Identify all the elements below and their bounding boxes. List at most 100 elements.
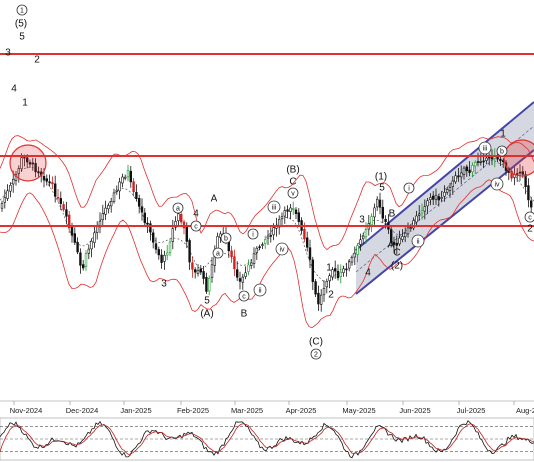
candle-body xyxy=(294,209,298,214)
wave-label: 2 xyxy=(527,224,533,235)
oscillator-panel xyxy=(0,417,534,461)
candle-body xyxy=(389,229,393,243)
price-candles xyxy=(0,148,533,312)
candle-body xyxy=(499,158,502,162)
candle-body xyxy=(524,174,527,188)
wave-circle xyxy=(411,234,425,248)
candle-body xyxy=(423,206,426,212)
candle-body xyxy=(356,245,359,255)
candle-body xyxy=(82,264,85,269)
candle-body xyxy=(291,208,295,210)
candle-body xyxy=(280,216,284,219)
candle-body xyxy=(398,237,401,245)
candle-body xyxy=(261,244,264,246)
bollinger-upper xyxy=(0,135,534,251)
candle-body xyxy=(479,161,482,163)
wave-label: 2 xyxy=(34,55,40,66)
candle-body xyxy=(247,264,250,272)
wave-circle xyxy=(190,220,202,232)
candle-body xyxy=(331,269,334,278)
wave-label: B xyxy=(389,209,396,220)
wave-label: 5 xyxy=(19,32,25,43)
channel-lower-line xyxy=(355,149,534,295)
wave-label: i xyxy=(252,232,254,239)
wave-label: ii xyxy=(258,288,262,295)
wave-label: b xyxy=(500,149,504,156)
candle-body xyxy=(115,189,119,192)
wave-label: iii xyxy=(272,205,277,212)
candle-body xyxy=(87,248,91,254)
candle-body xyxy=(482,160,485,163)
candle-body xyxy=(468,169,471,173)
candle-body xyxy=(233,256,236,270)
candle-body xyxy=(124,176,127,179)
highlight-circle-aug xyxy=(503,139,534,177)
candle-body xyxy=(6,190,9,199)
candle-body xyxy=(359,239,362,245)
wave-label: A xyxy=(211,194,218,205)
candle-body xyxy=(459,172,463,178)
candle-body xyxy=(28,162,32,165)
wave-label: C xyxy=(393,248,400,259)
candle-body xyxy=(336,270,340,279)
candle-body xyxy=(510,171,513,179)
candle-body xyxy=(182,221,186,229)
wave-label: a xyxy=(176,206,180,213)
candle-body xyxy=(471,165,474,172)
candle-body xyxy=(166,252,169,256)
candle-body xyxy=(255,247,258,253)
candle-body xyxy=(465,166,468,172)
candle-body xyxy=(490,157,494,159)
candle-body xyxy=(317,292,320,305)
wave-label: 3 xyxy=(5,48,11,59)
candle-body xyxy=(345,268,348,271)
candle-body xyxy=(529,200,533,208)
candle-body xyxy=(53,183,57,197)
candle-body xyxy=(110,201,113,207)
ascending-channel xyxy=(355,101,534,295)
candle-body xyxy=(17,168,20,174)
candle-body xyxy=(62,204,65,210)
candle-body xyxy=(157,249,160,256)
month-label: Jul-2025 xyxy=(457,406,486,415)
candle-body xyxy=(79,252,82,266)
candle-body xyxy=(45,178,49,182)
wave-circle xyxy=(275,242,289,256)
candle-body xyxy=(378,199,382,208)
candle-body xyxy=(250,262,253,266)
candle-body xyxy=(93,232,96,243)
candle-body xyxy=(361,235,365,240)
month-label: Nov-2024 xyxy=(10,406,43,415)
candle-body xyxy=(266,235,270,239)
wave-circle xyxy=(403,182,415,194)
candle-body xyxy=(199,268,202,273)
wave-label: iv xyxy=(494,182,500,189)
candle-body xyxy=(409,227,412,229)
month-label: May-2025 xyxy=(342,406,375,415)
candle-body xyxy=(37,171,40,174)
highlight-circle-nov xyxy=(9,144,47,182)
candle-body xyxy=(42,176,46,181)
candle-body xyxy=(210,264,214,278)
candle-body xyxy=(244,272,247,277)
candle-body xyxy=(406,227,410,235)
candle-body xyxy=(135,192,138,200)
wave-circle xyxy=(310,348,322,360)
candle-body xyxy=(68,214,71,228)
wave-label: 1 xyxy=(22,98,28,109)
candle-body xyxy=(431,195,435,200)
candle-body xyxy=(462,167,466,175)
candle-body xyxy=(202,271,205,279)
candle-body xyxy=(473,162,477,167)
candle-body xyxy=(20,157,23,170)
candle-body xyxy=(138,198,141,207)
oscillator-k-line xyxy=(0,420,534,459)
candle-body xyxy=(339,271,342,278)
candle-body xyxy=(31,162,34,165)
candle-body xyxy=(454,175,457,183)
wave-label: 4 xyxy=(11,84,17,95)
candle-body xyxy=(485,157,488,161)
